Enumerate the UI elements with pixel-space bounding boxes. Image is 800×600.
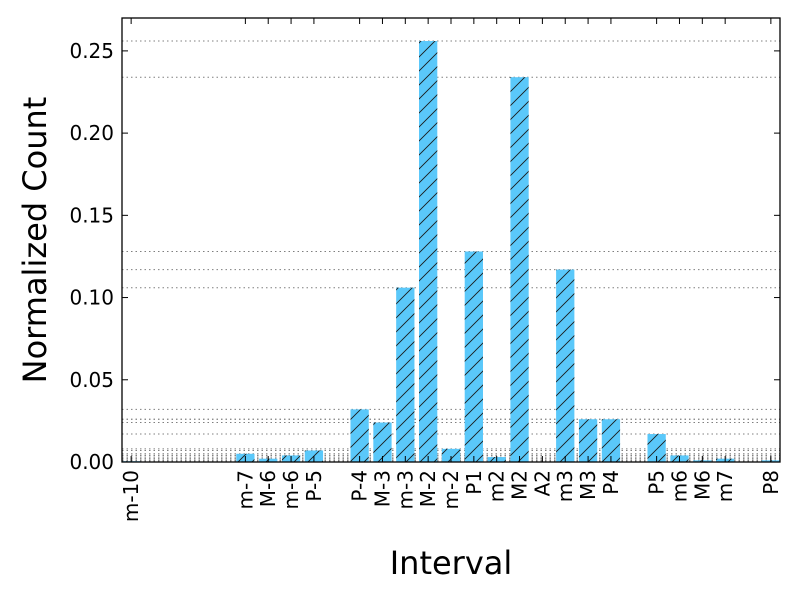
bar-hatch bbox=[350, 409, 369, 462]
bar-hatch bbox=[396, 287, 415, 462]
y-tick-label: 0.20 bbox=[69, 121, 114, 145]
bar-M-2 bbox=[419, 41, 438, 463]
bar-P-4 bbox=[350, 409, 369, 462]
y-axis: 0.00 0.05 0.10 0.15 0.20 0.25 bbox=[69, 39, 780, 474]
bar-M-3 bbox=[373, 422, 392, 462]
plot-frame bbox=[121, 17, 781, 463]
y-tick-label: 0.10 bbox=[69, 286, 114, 310]
bar-hatch bbox=[578, 419, 598, 462]
x-tick-label: m6 bbox=[667, 470, 691, 502]
x-tick-label: P8 bbox=[759, 470, 783, 495]
x-tick-label: m-3 bbox=[393, 470, 417, 509]
x-tick-label: M-3 bbox=[370, 470, 394, 507]
bar-hatch bbox=[441, 448, 461, 462]
x-tick-label: P1 bbox=[462, 470, 486, 495]
x-tick-label: M3 bbox=[576, 470, 600, 500]
bar-M2 bbox=[510, 77, 529, 462]
x-tick-label: m-7 bbox=[233, 470, 257, 509]
y-tick-label: 0.05 bbox=[69, 368, 114, 392]
x-tick-label: m7 bbox=[713, 470, 737, 502]
x-axis: m-10 m-7M-6m-6P-5 P-4M-3m-3M-2m-2P1m2M2A2m… bbox=[119, 18, 783, 522]
bar-P1 bbox=[464, 251, 483, 462]
x-tick-label: M2 bbox=[508, 470, 532, 500]
bar-hatch bbox=[601, 419, 621, 462]
x-tick-label: m3 bbox=[553, 470, 577, 502]
bar-hatch bbox=[419, 41, 438, 463]
bar-hatch bbox=[647, 434, 666, 462]
x-tick-label: m2 bbox=[485, 470, 509, 502]
x-tick-label: P5 bbox=[645, 470, 669, 495]
bar-M3 bbox=[578, 419, 598, 462]
bar-hatch bbox=[556, 269, 575, 462]
y-tick-label: 0.15 bbox=[69, 203, 114, 227]
x-tick-label: P-4 bbox=[348, 470, 372, 502]
x-tick-label: m-6 bbox=[279, 470, 303, 509]
bar-m-2 bbox=[441, 448, 461, 462]
y-tick-label: 0.00 bbox=[69, 450, 114, 474]
x-axis-title: Interval bbox=[390, 544, 513, 582]
grid-lines bbox=[122, 40, 780, 462]
y-tick-label: 0.25 bbox=[69, 39, 114, 63]
x-tick-label: P4 bbox=[599, 470, 623, 495]
bar-hatch bbox=[510, 77, 529, 462]
bar-hatch bbox=[464, 251, 483, 462]
bar-m3 bbox=[556, 269, 575, 462]
bar-P4 bbox=[601, 419, 621, 462]
y-axis-title: Normalized Count bbox=[16, 97, 54, 384]
x-tick-label: m-2 bbox=[439, 470, 463, 509]
bar-P5 bbox=[647, 434, 666, 462]
bar-m-3 bbox=[396, 287, 415, 462]
x-tick-label: M6 bbox=[690, 470, 714, 500]
bars bbox=[122, 41, 780, 463]
bar-hatch bbox=[373, 422, 392, 462]
x-tick-label: P-5 bbox=[302, 470, 326, 502]
x-tick-label: m-10 bbox=[119, 470, 143, 522]
x-tick-label: M-6 bbox=[256, 470, 280, 507]
x-tick-label: M-2 bbox=[416, 470, 440, 507]
x-tick-label: A2 bbox=[530, 470, 554, 496]
